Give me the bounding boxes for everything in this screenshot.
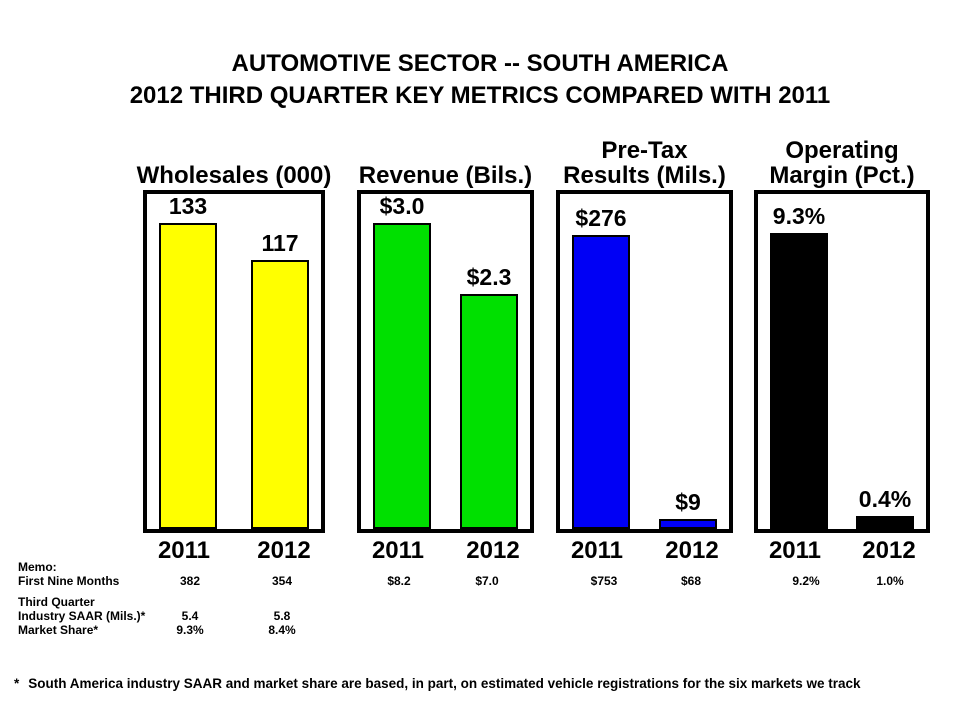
x-axis-label: 2011	[371, 537, 425, 564]
memo-heading: Memo:	[18, 560, 57, 574]
bar-2011	[159, 223, 217, 529]
bar-group-2011: 9.3%	[770, 203, 828, 529]
x-axis-label: 2012	[257, 537, 311, 564]
memo-row-label: First Nine Months	[18, 574, 120, 588]
panel-title-line: Wholesales (000)	[136, 162, 332, 189]
panel-title-line: Pre-Tax	[601, 137, 688, 164]
panel-title: Revenue (Bils.)	[357, 136, 534, 188]
bar-2012	[856, 516, 914, 529]
memo-value: 382	[179, 574, 201, 588]
x-axis-labels: 2011 2012	[143, 533, 325, 565]
bar-2012	[460, 294, 518, 529]
bar-group-2012: $9	[659, 489, 717, 529]
footnote: * South America industry SAAR and market …	[14, 676, 954, 692]
memo-row-label: Market Share*	[18, 623, 99, 637]
x-axis-labels: 2011 2012	[754, 533, 930, 565]
memo-value: 1.0%	[876, 574, 904, 588]
bar-2012	[251, 260, 309, 529]
bar-value-label: 117	[261, 230, 299, 256]
memo-value: $8.2	[387, 574, 411, 588]
memo-row-label: Third Quarter	[18, 595, 95, 609]
page-title: AUTOMOTIVE SECTOR -- SOUTH AMERICA 2012 …	[0, 48, 960, 112]
x-axis-labels: 2011 2012	[357, 533, 534, 565]
x-axis-labels: 2011 2012	[556, 533, 733, 565]
plot-area: $276 $9	[556, 190, 733, 533]
panel-title-line: Margin (Pct.)	[769, 162, 915, 189]
panel-title-line: Results (Mils.)	[563, 162, 726, 189]
footnote-text: South America industry SAAR and market s…	[28, 676, 861, 691]
memo-value: $68	[680, 574, 702, 588]
chart-panel-wholesales-000: Wholesales (000) 133 117 2011 2012	[137, 136, 332, 565]
x-axis-label: 2012	[665, 537, 719, 564]
memo-row: Third Quarter	[0, 595, 960, 610]
memo-value: 9.3%	[176, 623, 204, 637]
bar-group-2012: 0.4%	[856, 486, 914, 529]
bar-value-label: 9.3%	[772, 203, 826, 229]
panel-title: Operating Margin (Pct.)	[754, 136, 930, 188]
memo-value: 5.8	[273, 609, 291, 623]
bar-value-label: 0.4%	[858, 486, 912, 512]
x-axis-label: 2011	[768, 537, 822, 564]
memo-row: Market Share* 9.3% 8.4%	[0, 623, 960, 638]
panel-title-line: Revenue (Bils.)	[358, 162, 533, 189]
bar-2012	[659, 519, 717, 529]
bar-2011	[770, 233, 828, 529]
memo-value: 9.2%	[792, 574, 820, 588]
panel-title-line: Operating	[785, 137, 899, 164]
plot-area: $3.0 $2.3	[357, 190, 534, 533]
memo-value: 5.4	[181, 609, 199, 623]
bar-value-label: $3.0	[379, 193, 425, 219]
bar-value-label: 133	[168, 193, 208, 219]
bar-group-2012: $2.3	[460, 264, 518, 529]
bar-value-label: $9	[675, 489, 701, 515]
memo-value: 354	[271, 574, 293, 588]
bar-value-label: $276	[575, 205, 627, 231]
title-line-2: 2012 THIRD QUARTER KEY METRICS COMPARED …	[129, 82, 831, 109]
bar-group-2011: $276	[572, 205, 630, 529]
chart-panel-operating-margin-pct: Operating Margin (Pct.) 9.3% 0.4% 2011 2012	[754, 136, 930, 565]
panel-title: Wholesales (000)	[137, 136, 332, 188]
chart-panel-pre-tax-results-mils: Pre-Tax Results (Mils.) $276 $9 2011 2012	[556, 136, 733, 565]
memo-value: $7.0	[475, 574, 499, 588]
x-axis-label: 2011	[570, 537, 624, 564]
memo-row: Industry SAAR (Mils.)* 5.4 5.8	[0, 609, 960, 624]
bar-value-label: $2.3	[466, 264, 512, 290]
memo-value: 8.4%	[268, 623, 296, 637]
plot-area: 133 117	[143, 190, 325, 533]
x-axis-label: 2012	[862, 537, 916, 564]
bar-group-2012: 117	[251, 230, 309, 529]
plot-area: 9.3% 0.4%	[754, 190, 930, 533]
memo-value: $753	[590, 574, 618, 588]
memo-row-label: Industry SAAR (Mils.)*	[18, 609, 146, 623]
bar-2011	[572, 235, 630, 529]
x-axis-label: 2011	[157, 537, 211, 564]
chart-panel-revenue-bils: Revenue (Bils.) $3.0 $2.3 2011 2012	[357, 136, 534, 565]
footnote-marker: *	[14, 676, 20, 691]
title-line-1: AUTOMOTIVE SECTOR -- SOUTH AMERICA	[231, 50, 729, 77]
x-axis-label: 2012	[466, 537, 520, 564]
bar-group-2011: $3.0	[373, 193, 431, 529]
memo-row: First Nine Months 382 354 $8.2 $7.0 $753 $68 9.…	[0, 574, 960, 589]
panel-title: Pre-Tax Results (Mils.)	[556, 136, 733, 188]
bar-2011	[373, 223, 431, 529]
bar-group-2011: 133	[159, 193, 217, 529]
